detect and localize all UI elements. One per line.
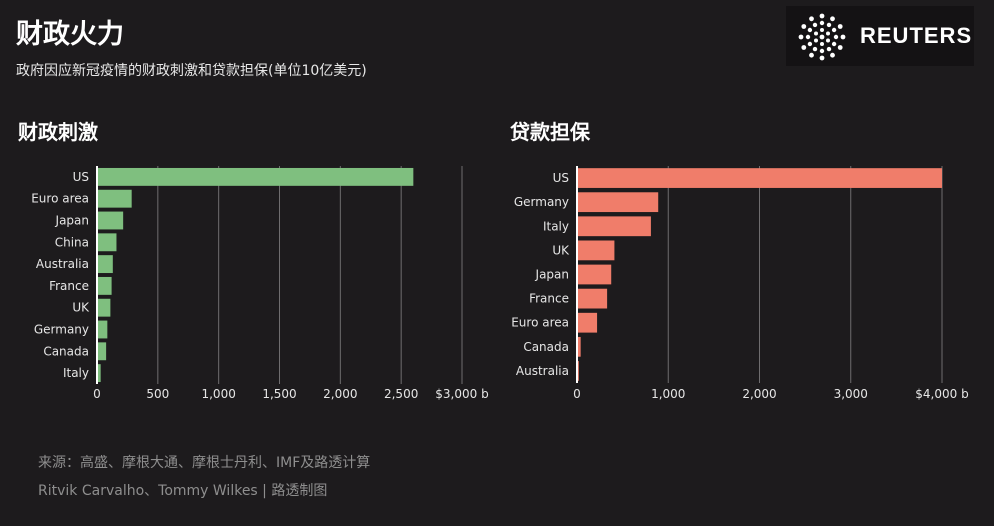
category-label: UK [552,243,570,257]
category-label: Japan [55,214,89,228]
category-label: Japan [535,268,569,282]
category-label: Australia [36,257,89,271]
x-tick-label: $3,000 b [435,387,488,401]
category-label: China [55,235,89,249]
credit-note: Ritvik Carvalho、Tommy Wilkes | 路透制图 [38,483,328,499]
bar [97,320,108,339]
bar [577,264,612,285]
bar [577,336,581,357]
bar [97,342,107,361]
category-label: France [529,292,569,306]
bar [577,216,651,237]
bar [97,276,112,295]
x-tick-label: $4,000 b [915,387,968,401]
bar [97,364,101,383]
chart-title-fiscal-stimulus: 财政刺激 [18,120,98,144]
x-tick-label: 500 [146,387,169,401]
category-label: Australia [516,364,569,378]
category-label: US [73,170,89,184]
x-tick-label: 2,000 [323,387,357,401]
category-label: US [553,171,569,185]
category-label: Italy [543,219,569,233]
bar [577,312,598,333]
x-tick-label: 3,000 [834,387,868,401]
bar [577,240,615,261]
bar [97,211,124,230]
bar [97,189,132,208]
x-tick-label: 1,500 [262,387,296,401]
category-label: Italy [63,366,89,380]
bar [97,167,414,186]
x-tick-label: 2,500 [384,387,418,401]
category-label: UK [72,301,90,315]
category-label: Germany [34,323,89,337]
bar [577,192,659,213]
category-label: France [49,279,89,293]
bar [97,298,111,317]
category-label: Canada [523,340,569,354]
chart-title-loan-guarantees: 贷款担保 [510,120,590,144]
x-tick-label: 1,000 [201,387,235,401]
page-subtitle: 政府因应新冠疫情的财政刺激和贷款担保(单位10亿美元) [16,63,367,79]
category-label: Euro area [511,316,569,330]
source-note: 来源：高盛、摩根大通、摩根士丹利、IMF及路透计算 [38,455,371,471]
reuters-dots-icon [798,13,846,61]
bar [97,255,113,274]
bar [577,168,942,188]
category-label: Canada [43,344,89,358]
bar [577,288,608,309]
page-title: 财政火力 [16,19,124,50]
x-tick-label: 0 [93,387,101,401]
x-tick-label: 1,000 [651,387,685,401]
reuters-logo: REUTERS [786,6,974,66]
logo-text: REUTERS [860,23,973,48]
category-label: Germany [514,195,569,209]
x-tick-label: 0 [573,387,581,401]
category-label: Euro area [31,192,89,206]
bar [97,233,117,252]
x-tick-label: 2,000 [742,387,776,401]
